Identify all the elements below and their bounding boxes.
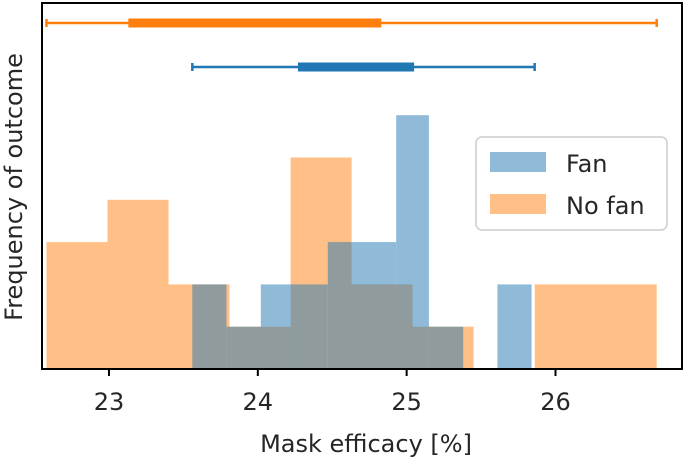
legend-swatch-fan (490, 152, 546, 172)
histogram-bar-fan (226, 326, 261, 369)
histogram-bar-fan (362, 242, 397, 369)
histogram-bar-fan (293, 284, 328, 369)
x-tick-label: 25 (391, 388, 422, 416)
x-tick-label: 24 (243, 388, 274, 416)
histogram-bar-fan (260, 284, 294, 369)
histogram-bar-no-fan (46, 242, 108, 369)
x-axis-ticks: 23 24 25 26 (94, 369, 571, 416)
legend-swatch-no-fan (490, 194, 546, 214)
y-axis-label: Frequency of outcome (0, 53, 28, 321)
x-tick-label: 26 (540, 388, 571, 416)
plot-area-frame (41, 2, 683, 370)
histogram-bar-no-fan (107, 199, 169, 369)
legend-label-no-fan: No fan (566, 192, 645, 220)
plot-bars (46, 115, 657, 369)
plot-summary-bars (45, 18, 658, 72)
histogram-bar-no-fan (534, 284, 657, 369)
histogram-bar-fan (497, 284, 532, 369)
x-axis-label: Mask efficacy [%] (260, 430, 472, 458)
x-tick-label: 23 (94, 388, 125, 416)
legend: Fan No fan (475, 136, 668, 231)
legend-label-fan: Fan (566, 150, 608, 178)
histogram-bar-fan (396, 115, 429, 369)
histogram-bar-fan (327, 242, 362, 369)
histogram-bar-fan (429, 326, 464, 369)
histogram-bar-fan (192, 284, 227, 369)
